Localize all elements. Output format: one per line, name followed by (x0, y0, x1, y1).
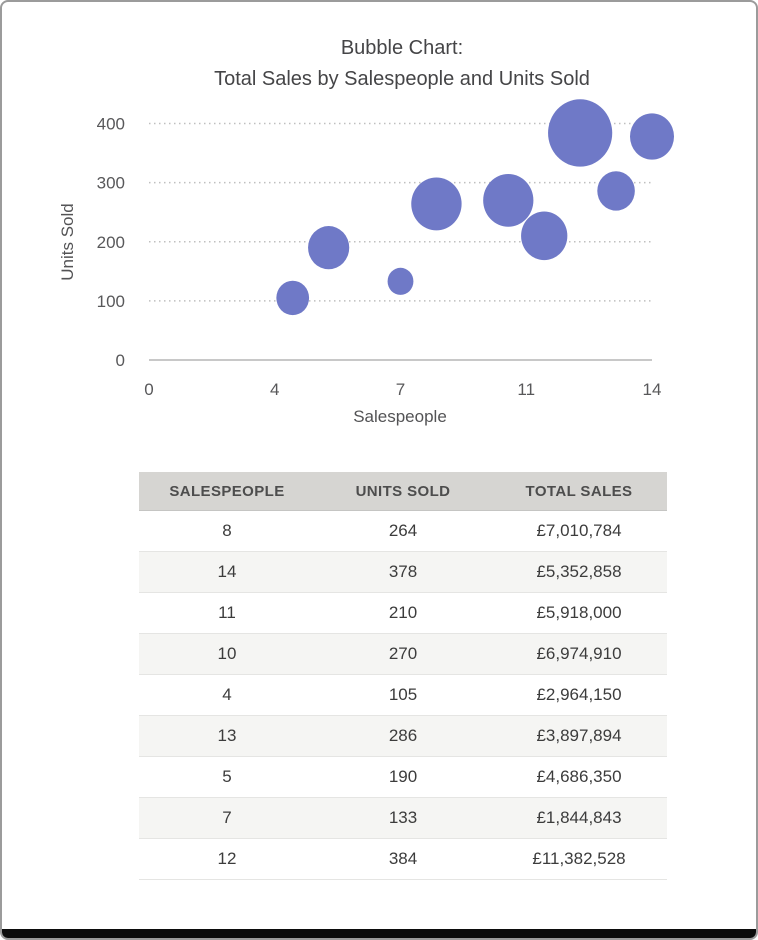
table-header-cell: TOTAL SALES (491, 472, 667, 511)
table-cell: £11,382,528 (491, 838, 667, 880)
table-cell: £4,686,350 (491, 756, 667, 798)
table-cell: 7 (139, 797, 315, 839)
table-cell: 286 (315, 715, 491, 757)
bubble-point[interactable] (483, 173, 534, 227)
y-tick-label: 0 (116, 351, 125, 370)
y-tick-label: 100 (97, 292, 125, 311)
table-cell: 14 (139, 551, 315, 593)
table-row: 12 384 £11,382,528 (139, 838, 667, 880)
bubble-point[interactable] (308, 226, 350, 270)
bottom-edge-bar (2, 929, 756, 938)
y-axis-title: Units Sold (58, 203, 77, 280)
table-row: 8 264 £7,010,784 (139, 510, 667, 552)
x-tick-label: 0 (144, 380, 153, 399)
table-row: 13 286 £3,897,894 (139, 715, 667, 757)
table-body: 8 264 £7,010,784 14 378 £5,352,858 11 210 £5,918… (139, 510, 667, 880)
table-cell: £5,918,000 (491, 592, 667, 634)
bubble-point[interactable] (411, 177, 462, 231)
chart-title-line1: Bubble Chart: (341, 37, 463, 59)
sales-table[interactable]: SALESPEOPLE UNITS SOLD TOTAL SALES 8 264 £7,… (139, 472, 667, 880)
table-header-cell: SALESPEOPLE (139, 472, 315, 511)
table-cell: £5,352,858 (491, 551, 667, 593)
table-cell: 210 (315, 592, 491, 634)
bubble-point[interactable] (276, 280, 310, 316)
bubble-chart[interactable]: Bubble Chart: Total Sales by Salespeople… (2, 2, 758, 462)
bubble-point[interactable] (597, 171, 635, 211)
table-cell: 190 (315, 756, 491, 798)
x-tick-label: 14 (643, 380, 662, 399)
y-tick-label: 400 (97, 115, 125, 134)
x-axis-title: Salespeople (353, 407, 447, 426)
x-tick-label: 4 (270, 380, 279, 399)
table-cell: 8 (139, 510, 315, 552)
table-cell: 270 (315, 633, 491, 675)
table-cell: 133 (315, 797, 491, 839)
table-cell: 384 (315, 838, 491, 880)
y-axis-tick-labels: 0 100 200 300 400 (97, 115, 125, 371)
table-header-row: SALESPEOPLE UNITS SOLD TOTAL SALES (139, 472, 667, 511)
y-tick-label: 300 (97, 174, 125, 193)
table-cell: £1,844,843 (491, 797, 667, 839)
chart-title-line2: Total Sales by Salespeople and Units Sol… (214, 68, 590, 90)
table-cell: 4 (139, 674, 315, 716)
bubble-point[interactable] (387, 267, 414, 295)
table-cell: 378 (315, 551, 491, 593)
x-tick-label: 11 (517, 380, 535, 399)
table-cell: 105 (315, 674, 491, 716)
table-row: 5 190 £4,686,350 (139, 756, 667, 798)
table-cell: £2,964,150 (491, 674, 667, 716)
table-row: 7 133 £1,844,843 (139, 797, 667, 839)
table-cell: 12 (139, 838, 315, 880)
bubble-point[interactable] (548, 99, 613, 167)
table-cell: 5 (139, 756, 315, 798)
bubble-point[interactable] (521, 211, 568, 261)
table-cell: £7,010,784 (491, 510, 667, 552)
table-cell: 264 (315, 510, 491, 552)
table-cell: £3,897,894 (491, 715, 667, 757)
bubble-point[interactable] (629, 113, 675, 160)
table-row: 4 105 £2,964,150 (139, 674, 667, 716)
table-header-cell: UNITS SOLD (315, 472, 491, 511)
table-cell: 13 (139, 715, 315, 757)
table-cell: 11 (139, 592, 315, 634)
bubble-series (276, 99, 675, 316)
x-tick-label: 7 (396, 380, 405, 399)
table-cell: 10 (139, 633, 315, 675)
table-cell: £6,974,910 (491, 633, 667, 675)
table-row: 10 270 £6,974,910 (139, 633, 667, 675)
table-row: 14 378 £5,352,858 (139, 551, 667, 593)
table-row: 11 210 £5,918,000 (139, 592, 667, 634)
y-tick-label: 200 (97, 233, 125, 252)
x-axis-tick-labels: 0 4 7 11 14 (144, 380, 661, 399)
